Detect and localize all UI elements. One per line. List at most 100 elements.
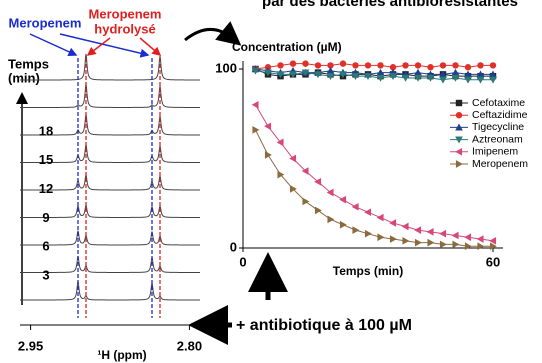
data-point	[439, 62, 447, 69]
data-point	[452, 240, 460, 249]
data-point	[327, 62, 334, 69]
data-point	[276, 71, 285, 79]
data-point	[489, 237, 497, 245]
curved-arrow	[184, 21, 242, 46]
data-point	[464, 233, 472, 242]
data-point	[464, 70, 472, 78]
data-point	[389, 235, 397, 243]
data-point	[301, 167, 309, 175]
data-point	[352, 226, 360, 234]
data-point	[377, 233, 385, 242]
data-point	[301, 69, 310, 77]
legend-marker	[455, 112, 463, 119]
data-point	[451, 74, 460, 82]
x-tick-label: 0	[239, 254, 246, 269]
x-tick-label: 60	[486, 254, 500, 269]
data-point	[251, 67, 260, 75]
data-point	[402, 237, 410, 245]
data-point	[302, 197, 310, 206]
data-point	[476, 70, 485, 78]
legend-label: Imipenem	[472, 146, 518, 158]
data-point	[439, 229, 447, 238]
data-point	[277, 62, 284, 69]
series-line	[255, 104, 494, 242]
data-point	[326, 66, 335, 74]
data-point	[339, 195, 347, 204]
data-point	[314, 71, 322, 79]
data-point	[464, 76, 472, 84]
legend-label: Cefotaxime	[472, 97, 525, 109]
data-point	[252, 126, 260, 134]
data-point	[426, 228, 434, 236]
legend-label: Aztreonam	[472, 133, 523, 145]
data-point	[352, 62, 359, 69]
spectrum-trace	[20, 255, 200, 273]
data-point	[414, 74, 422, 82]
data-point	[476, 76, 485, 84]
spectrum-trace	[20, 144, 200, 163]
data-point	[327, 215, 335, 224]
data-point	[364, 62, 372, 69]
y-tick-label: 0	[230, 239, 237, 254]
legend-intact: Meropenem	[9, 15, 82, 30]
legend-hydrolysed: hydrolysé	[94, 21, 155, 36]
data-point	[351, 202, 359, 211]
x-tick-label: 2.95	[18, 338, 43, 353]
data-point	[489, 70, 497, 78]
data-point	[477, 62, 484, 69]
data-point	[264, 122, 272, 131]
spectrum-trace	[20, 203, 200, 218]
data-point	[276, 138, 284, 147]
data-point	[489, 242, 497, 251]
y-label: (min)	[8, 70, 40, 85]
spectrum-trace	[20, 84, 200, 108]
data-point	[464, 64, 472, 71]
data-point	[402, 62, 409, 69]
legend-marker	[455, 136, 463, 144]
y-tick-label: 15	[39, 152, 53, 167]
pointer	[139, 37, 162, 56]
legend-label: Ceftazidime	[472, 109, 528, 121]
data-point	[289, 154, 297, 163]
data-point	[389, 219, 397, 227]
x-label: ¹H (ppm)	[97, 348, 146, 362]
y-tick-label: 9	[42, 210, 49, 225]
data-point	[277, 170, 285, 179]
x-tick-label: 2.80	[177, 338, 202, 353]
data-point	[364, 73, 372, 80]
data-point	[289, 60, 297, 67]
data-point	[451, 231, 459, 240]
legend-hydrolysed: Meropenem	[89, 6, 162, 21]
data-point	[351, 73, 360, 80]
y-tick-label: 6	[42, 239, 49, 254]
legend-marker	[455, 123, 463, 131]
spectrum-trace	[20, 53, 201, 81]
data-point	[476, 235, 484, 243]
pointer	[86, 37, 111, 56]
data-point	[414, 62, 422, 69]
x-label: Temps (min)	[333, 264, 403, 278]
legend-marker	[455, 160, 463, 168]
data-point	[451, 68, 460, 76]
data-point	[376, 213, 384, 222]
y-label: Concentration (µM)	[232, 40, 342, 54]
data-point	[389, 64, 397, 71]
data-point	[302, 60, 309, 67]
data-point	[439, 76, 447, 84]
data-point	[439, 70, 447, 78]
data-point	[264, 151, 272, 159]
legend-label: Meropenem	[472, 158, 528, 170]
data-point	[489, 62, 497, 69]
pointer	[29, 33, 78, 56]
caption: par des bactéries antibiorésistantes	[262, 0, 518, 10]
y-label: Temps	[8, 56, 49, 71]
legend-label: Tigecycline	[472, 121, 524, 133]
data-point	[414, 68, 422, 76]
data-point	[414, 226, 422, 234]
data-point	[364, 208, 372, 217]
data-point	[464, 242, 472, 251]
data-point	[314, 62, 322, 69]
addition-note: + antibiotique à 100 µM	[236, 317, 412, 334]
data-point	[339, 60, 347, 67]
spectrum-trace	[20, 114, 200, 136]
